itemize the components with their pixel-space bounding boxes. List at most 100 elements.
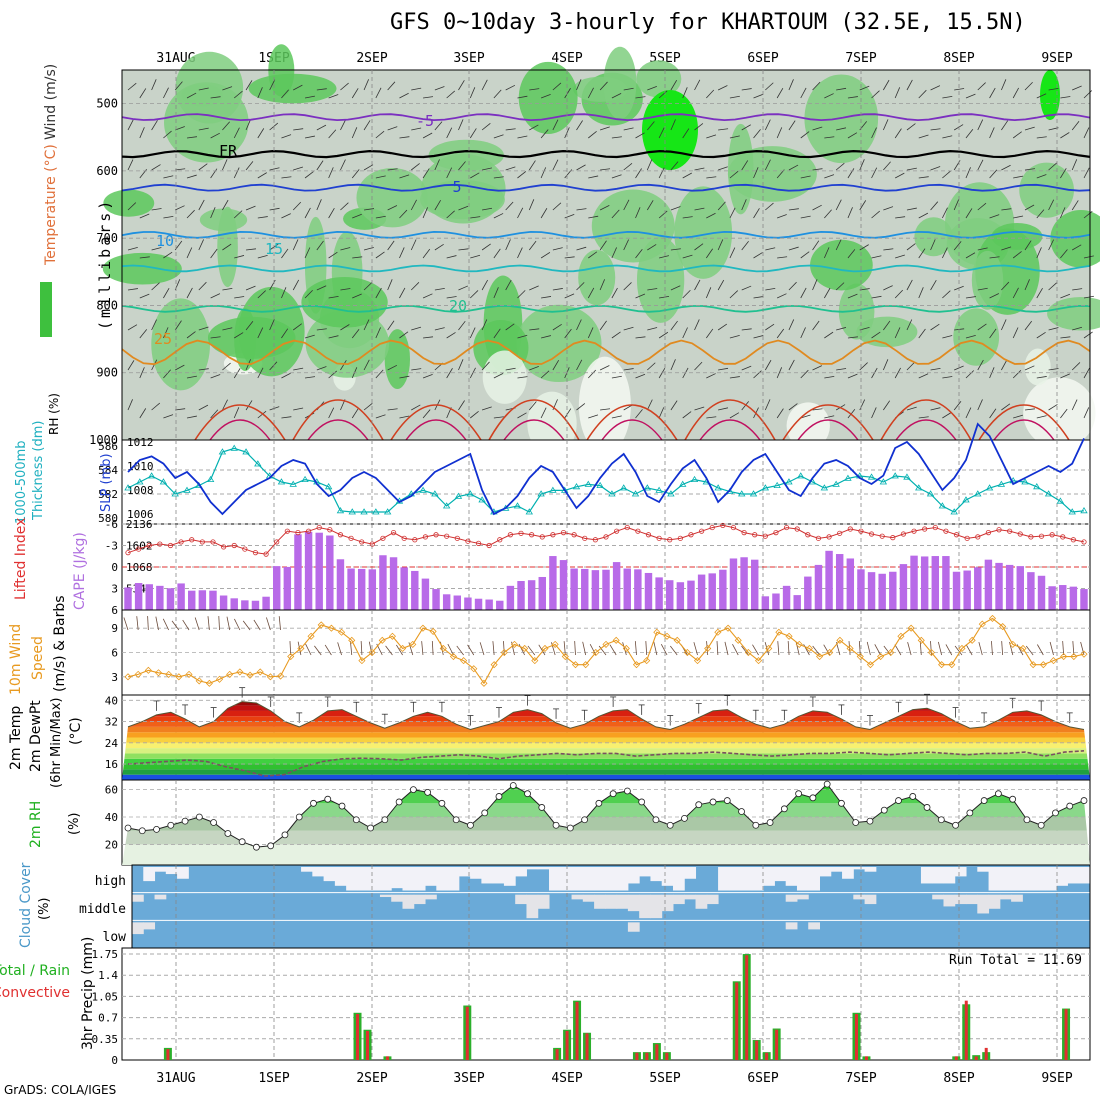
lifted-index-point (337, 532, 344, 538)
wind-barb (375, 175, 386, 179)
lifted-index-point (348, 535, 354, 541)
cloud-gap (425, 867, 437, 886)
wind-barb (729, 334, 740, 339)
wind-barb (718, 128, 729, 131)
wind-axis-label: Wind (m/s) (43, 64, 59, 140)
wind-barb (1001, 120, 1009, 131)
cloud-row-label: low (103, 930, 127, 945)
wind-barb (387, 81, 396, 91)
wind10m-barb (965, 644, 973, 656)
wind10m-barb (645, 641, 648, 656)
rh-patch (421, 153, 506, 224)
wind-barb (234, 332, 244, 339)
wind-barb (729, 247, 736, 259)
wind-barb (186, 247, 193, 259)
thickness-point (785, 478, 793, 485)
warm-contour (586, 404, 678, 441)
date-label-bottom: 2SEP (356, 1071, 387, 1086)
wind10m-barb (907, 641, 912, 656)
cape-bar (804, 576, 812, 610)
cloud-gap (515, 867, 527, 877)
lifted-index-point (741, 529, 747, 536)
thickness-point (832, 480, 840, 487)
wind10m-point (215, 675, 224, 683)
wind-barb (635, 207, 641, 219)
wind-barb (883, 161, 891, 171)
wind10m-barb (937, 641, 943, 656)
wind-barb (328, 335, 339, 339)
wind-barb (646, 200, 654, 211)
wind10m-barb (866, 641, 871, 656)
rh2m-point (352, 816, 360, 824)
wind-barb (399, 174, 410, 179)
cape-bar (145, 584, 153, 610)
wind-barb (257, 87, 263, 99)
cape-bar (772, 593, 780, 610)
wind-barb (647, 85, 657, 91)
lifted-index-point (656, 535, 662, 541)
precip-convective-bar (575, 1001, 579, 1060)
wind-barb (824, 375, 835, 379)
lifted-index-point (252, 550, 259, 556)
wind-barb (894, 172, 905, 179)
wind-barb (741, 285, 752, 291)
wind-barb (257, 367, 264, 379)
wind-barb (186, 136, 198, 139)
wind-barb (540, 94, 551, 99)
pressure-tick-label: 700 (96, 231, 118, 245)
date-label-bottom: 31AUG (156, 1071, 195, 1086)
date-label-bottom: 1SEP (258, 1071, 289, 1086)
wind-barb (564, 293, 575, 299)
thickness-point (985, 484, 994, 491)
wind-barb (1071, 200, 1079, 211)
wind10m-barb (706, 641, 709, 656)
wind-barb (363, 359, 370, 371)
cape-bar (719, 569, 727, 610)
cloud-gap (177, 867, 189, 879)
wind-barb (139, 88, 147, 99)
wind10m-point (582, 661, 590, 669)
wind-barb (741, 160, 749, 171)
wind-barb (1048, 87, 1059, 91)
cloud-gap (143, 922, 156, 930)
rh2m-point (738, 808, 745, 815)
precip-convective-bar (745, 955, 749, 1060)
wind-barb (1001, 319, 1007, 331)
lifted-index-point (1081, 539, 1087, 545)
rh-patch (914, 217, 953, 257)
wind-barb (588, 251, 598, 259)
wind-barb (1071, 120, 1080, 131)
wind-barb (741, 401, 749, 411)
precip-tick-label: 1.05 (92, 990, 119, 1003)
wind-barb (410, 199, 417, 211)
slp-tick-label: 1008 (127, 484, 154, 497)
thickness-point (974, 490, 982, 497)
wind-barb (611, 375, 622, 379)
wind-barb (458, 285, 469, 291)
wind-barb (245, 119, 251, 131)
wind-barb (127, 288, 138, 291)
wind-barb (351, 127, 358, 139)
rh2m-point (809, 794, 817, 802)
wind-barb (918, 176, 929, 179)
wind-barb (871, 255, 882, 259)
rh2m-point (652, 816, 660, 824)
wind-barb (942, 335, 953, 339)
rh-patch-max (642, 90, 698, 170)
temp2m-tick-label: 24 (105, 737, 119, 750)
temp2m-band (122, 705, 1090, 711)
lifted-index-point (390, 529, 397, 536)
wind-barb (387, 279, 393, 291)
date-label-bottom: 6SEP (747, 1071, 778, 1086)
cape-bar (687, 580, 695, 610)
wind10m-point (754, 657, 763, 665)
wind-barb (599, 320, 607, 331)
wind-barb (482, 207, 493, 211)
thickness-point (926, 490, 935, 497)
cape-bar (634, 569, 642, 610)
wind-barb (505, 166, 516, 171)
cloud-gap (402, 867, 415, 891)
wind-barb (186, 287, 193, 299)
cape-bar (1059, 585, 1067, 610)
lifted-index-axis-label: Lifted Index (13, 518, 29, 600)
